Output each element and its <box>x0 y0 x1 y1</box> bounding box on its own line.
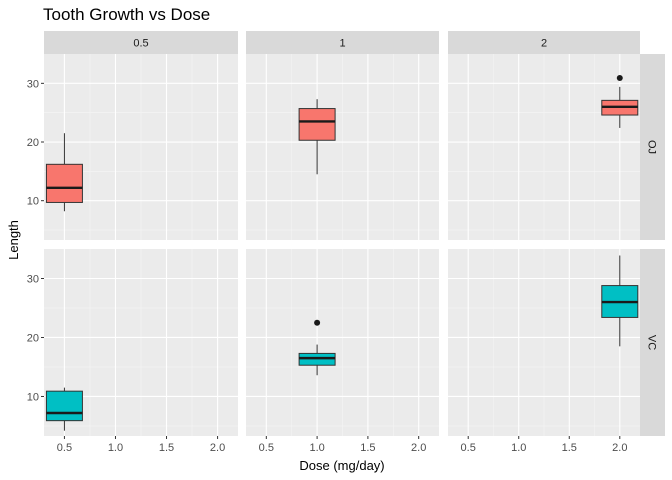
strip-col-label: 2 <box>541 38 547 50</box>
box-oj-1 <box>298 99 336 175</box>
strip-col-1 <box>246 31 439 54</box>
x-tick-label: 1.5 <box>360 442 375 454</box>
chart-title: Tooth Growth vs Dose <box>43 5 210 24</box>
box-iqr <box>45 163 83 203</box>
x-tick-label: 1.5 <box>159 442 174 454</box>
panel-vc-1 <box>246 249 439 436</box>
strip-col-2 <box>448 31 640 54</box>
box-oj-0_5 <box>45 133 83 212</box>
x-tick-label: 2.0 <box>612 442 627 454</box>
y-tick-label: 30 <box>27 78 39 90</box>
outlier-point <box>616 75 623 82</box>
y-axis-ticks: 10 20 30 10 20 30 <box>27 78 44 403</box>
strip-col-label: 1 <box>339 38 345 50</box>
x-tick-label: 2.0 <box>411 442 426 454</box>
y-tick-label: 10 <box>27 391 39 403</box>
x-axis-title: Dose (mg/day) <box>299 458 384 473</box>
strip-row-label: OJ <box>646 140 658 154</box>
y-axis-title: Length <box>6 220 21 260</box>
x-tick-label: 1.0 <box>511 442 526 454</box>
y-tick-label: 10 <box>27 196 39 208</box>
x-tick-label: 1.0 <box>309 442 324 454</box>
strip-col-0_5 <box>44 31 238 54</box>
box-iqr <box>45 390 83 422</box>
box-vc-2 <box>601 255 639 347</box>
x-tick-label: 0.5 <box>461 442 476 454</box>
x-axis-ticks: 0.5 1.0 1.5 2.0 0.5 1.0 1.5 2.0 0.5 1.0 1.5 2.0 <box>57 436 627 454</box>
y-tick-label: 20 <box>27 137 39 149</box>
y-tick-label: 20 <box>27 332 39 344</box>
panel-oj-1 <box>246 54 439 240</box>
x-tick-label: 1.0 <box>108 442 123 454</box>
box-vc-0_5 <box>45 387 83 431</box>
strip-row-oj <box>640 54 665 240</box>
panel-vc-2 <box>448 249 640 436</box>
strip-col-label: 0.5 <box>133 38 148 50</box>
box-vc-1 <box>298 319 336 376</box>
panel-oj-2 <box>448 54 640 240</box>
box-oj-2 <box>601 75 639 128</box>
strip-row-vc <box>640 249 665 436</box>
x-tick-label: 2.0 <box>210 442 225 454</box>
panel-oj-0_5 <box>44 54 238 240</box>
outlier-point <box>314 319 321 326</box>
x-tick-label: 0.5 <box>259 442 274 454</box>
facet-panels: 0.5 1 2 OJ VC <box>44 31 665 436</box>
x-tick-label: 0.5 <box>57 442 72 454</box>
panel-vc-0_5 <box>44 249 238 436</box>
box-iqr <box>298 108 336 141</box>
x-tick-label: 1.5 <box>562 442 577 454</box>
y-tick-label: 30 <box>27 273 39 285</box>
strip-row-label: VC <box>646 335 658 350</box>
